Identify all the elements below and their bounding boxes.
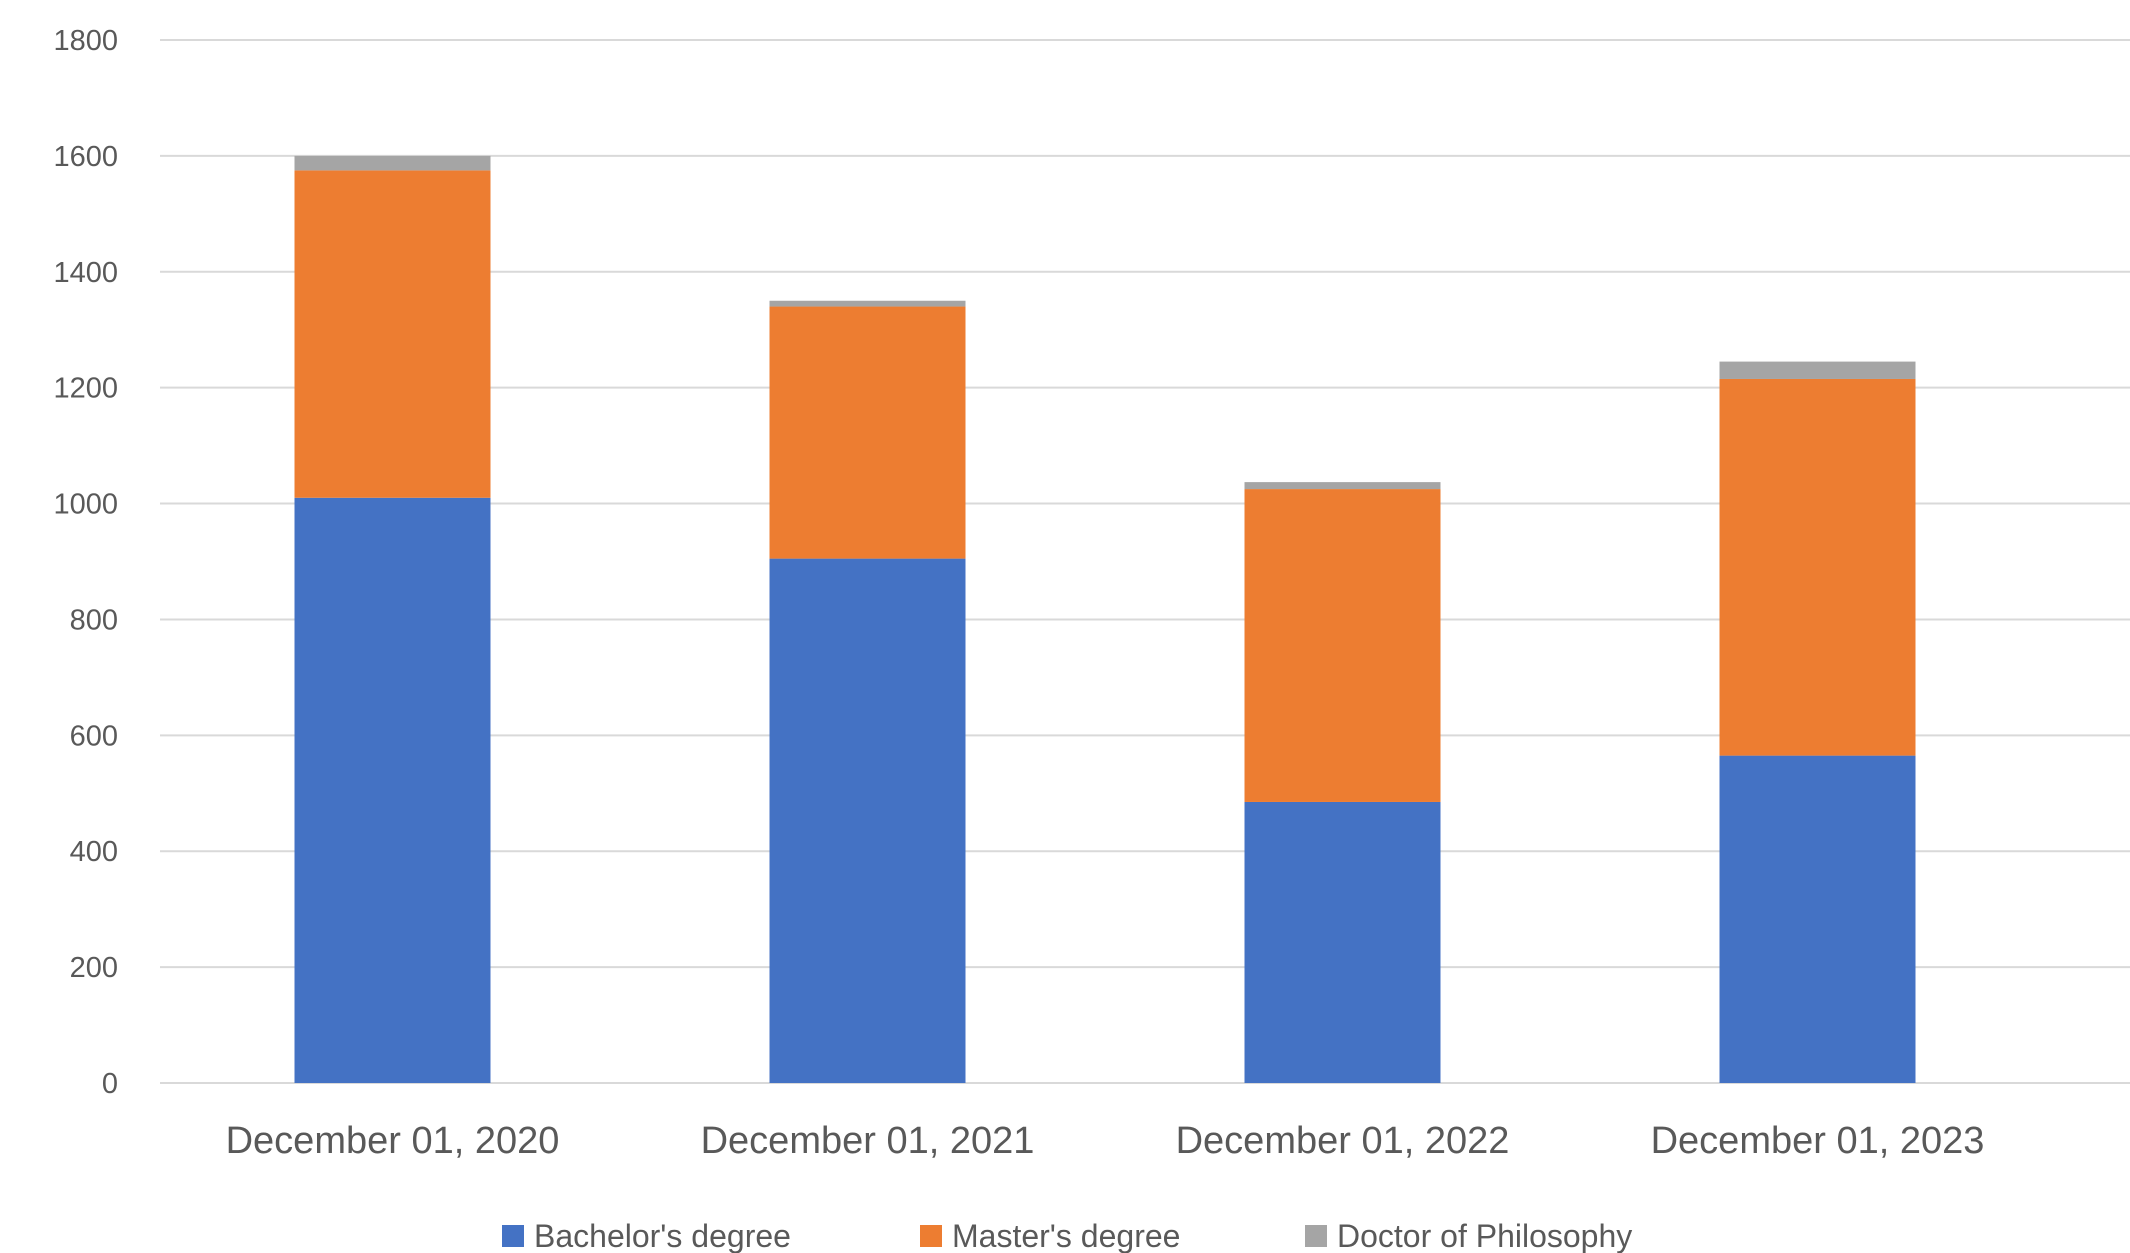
y-tick-label: 1000: [53, 489, 118, 521]
bars: [294, 155, 1916, 1083]
y-tick-label: 1600: [53, 141, 118, 173]
legend-item: Bachelor's degree: [502, 1218, 791, 1253]
y-tick-label: 200: [70, 952, 118, 984]
legend-item: Master's degree: [920, 1218, 1180, 1253]
legend-label: Doctor of Philosophy: [1337, 1218, 1632, 1253]
legend-item: Doctor of Philosophy: [1305, 1218, 1632, 1253]
legend-swatch: [920, 1225, 942, 1247]
x-category-label: December 01, 2022: [1176, 1120, 1510, 1162]
bar-segment: [1244, 801, 1441, 1083]
legend-swatch: [502, 1225, 524, 1247]
y-tick-label: 1200: [53, 373, 118, 405]
x-axis-category-labels: December 01, 2020 December 01, 2021 Decemb…: [226, 1120, 1985, 1162]
x-category-label: December 01, 2023: [1651, 1120, 1985, 1162]
bar-segment: [294, 155, 491, 171]
x-category-label: December 01, 2021: [701, 1120, 1035, 1162]
y-tick-label: 1800: [53, 25, 118, 57]
y-tick-label: 800: [70, 604, 118, 636]
y-tick-label: 600: [70, 720, 118, 752]
bar-segment: [1719, 755, 1916, 1083]
bar-segment: [769, 306, 966, 559]
bar-segment: [1719, 378, 1916, 756]
legend-swatch: [1305, 1225, 1327, 1247]
bar-segment: [1244, 482, 1441, 490]
x-category-label: December 01, 2020: [226, 1120, 560, 1162]
legend-label: Bachelor's degree: [534, 1218, 791, 1253]
bar-segment: [1719, 361, 1916, 379]
bar-segment: [769, 300, 966, 307]
y-axis-tick-labels: 0 200 400 600 800 1000 1200 1400 1600 1800: [53, 25, 118, 1100]
y-tick-label: 400: [70, 836, 118, 868]
legend-label: Master's degree: [952, 1218, 1180, 1253]
y-tick-label: 1400: [53, 257, 118, 289]
bar-segment: [294, 170, 491, 498]
bar-segment: [294, 497, 491, 1083]
bar-segment: [1244, 489, 1441, 802]
bar-segment: [769, 558, 966, 1083]
legend: Bachelor's degree Master's degree Doctor o…: [502, 1218, 1632, 1253]
y-tick-label: 0: [102, 1068, 118, 1100]
